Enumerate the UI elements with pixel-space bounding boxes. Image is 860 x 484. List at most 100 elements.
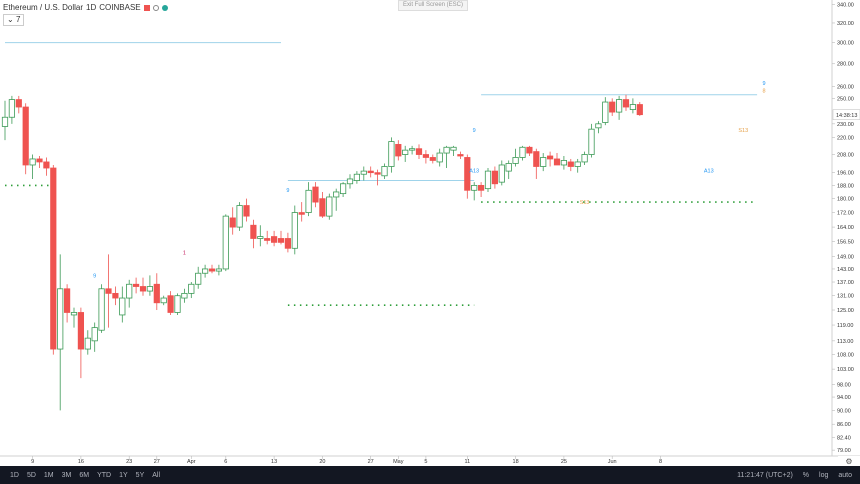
candle-body (408, 148, 416, 151)
range-button[interactable]: 6M (79, 471, 90, 479)
candle-body (312, 186, 319, 203)
candle-body (498, 164, 505, 183)
candle (436, 148, 443, 167)
candle (491, 166, 499, 189)
candle-body (326, 196, 333, 217)
candle (471, 182, 478, 201)
candle-body (91, 327, 98, 342)
candle-body (57, 288, 64, 350)
candle-body (588, 128, 595, 155)
y-tick-label: 340.00 (837, 2, 854, 8)
candle (574, 158, 581, 173)
candle (567, 158, 574, 172)
candle (119, 286, 126, 323)
range-button[interactable]: 1Y (119, 471, 128, 479)
candle (353, 171, 361, 184)
range-button[interactable]: All (152, 471, 161, 479)
candle-body (153, 283, 160, 304)
percent-toggle[interactable]: % (802, 471, 810, 479)
candle (201, 264, 209, 278)
candle-body (602, 101, 609, 123)
range-button[interactable]: 1M (43, 471, 54, 479)
signal-label: S13 (580, 200, 590, 206)
y-tick-label: 156.50 (837, 239, 854, 245)
candle (560, 155, 568, 170)
candle-body (264, 238, 271, 241)
candle (215, 264, 222, 276)
candle-body (222, 215, 229, 270)
exit-fullscreen-button[interactable]: Exit Full Screen (ESC) (398, 0, 469, 11)
candle (153, 273, 160, 311)
candle-body (333, 191, 340, 198)
candle-body (15, 99, 22, 108)
y-tick-label: 108.00 (837, 353, 854, 359)
x-tick-label: 16 (78, 459, 84, 465)
log-toggle[interactable]: log (819, 471, 829, 479)
range-button[interactable]: YTD (97, 471, 112, 479)
candle-body (181, 292, 188, 299)
level-lines (5, 42, 758, 306)
candle (236, 202, 243, 231)
candle (326, 193, 333, 220)
candle (77, 307, 84, 379)
range-button[interactable]: 5D (26, 471, 36, 479)
candle (8, 95, 15, 124)
candle-body (105, 288, 112, 294)
candle (464, 154, 471, 199)
candle (457, 151, 464, 159)
candle (346, 174, 354, 189)
interval-label: 1D (86, 3, 97, 12)
candle-body (491, 170, 499, 185)
candle-body (188, 283, 195, 294)
candle-body (471, 184, 478, 191)
candle-body (353, 173, 361, 181)
y-tick-label: 300.00 (837, 41, 854, 47)
grid (0, 0, 860, 457)
collapse-indicators-button[interactable]: ⌄ 7 (3, 14, 25, 26)
gear-icon[interactable]: ⚙ (838, 456, 860, 466)
y-tick-label: 82.40 (837, 435, 851, 441)
x-tick-label: 23 (126, 459, 132, 465)
candle (312, 182, 319, 208)
candle-body (284, 238, 292, 249)
settings-square-icon[interactable] (143, 4, 150, 11)
candle-body (43, 161, 50, 169)
y-tick-label: 230.00 (837, 122, 854, 128)
candle (505, 160, 512, 179)
auto-toggle[interactable]: auto (838, 471, 852, 479)
x-tick-label: 11 (464, 459, 470, 465)
range-button[interactable]: 1D (10, 471, 19, 479)
candle-body (512, 157, 519, 164)
candle-body (360, 170, 367, 175)
candle-body (139, 286, 147, 292)
candle (270, 230, 278, 247)
symbol-name: Ethereum / U.S. Dollar (3, 3, 84, 12)
status-dot-icon (161, 4, 168, 11)
candle (181, 288, 188, 303)
candle (105, 254, 112, 328)
candle (264, 230, 271, 245)
candle-body (270, 236, 278, 243)
candle-body (533, 151, 540, 167)
y-tick-label: 208.00 (837, 153, 854, 159)
candle-body (236, 205, 243, 228)
candle (132, 277, 140, 294)
range-button[interactable]: 5Y (135, 471, 145, 479)
eye-icon[interactable] (152, 4, 159, 11)
candle-body (298, 212, 305, 215)
candle-body (167, 295, 174, 313)
candle-body (436, 152, 443, 163)
candle-body (195, 272, 202, 285)
range-button[interactable]: 3M (61, 471, 72, 479)
candle-body (519, 146, 526, 158)
y-tick-label: 220.00 (837, 135, 854, 141)
candle (319, 191, 326, 218)
y-tick-label: 250.00 (837, 96, 854, 102)
candle (526, 145, 533, 156)
candle (553, 153, 561, 166)
y-tick-label: 113.00 (837, 339, 853, 345)
candle-body (160, 297, 167, 304)
candle (277, 230, 285, 245)
